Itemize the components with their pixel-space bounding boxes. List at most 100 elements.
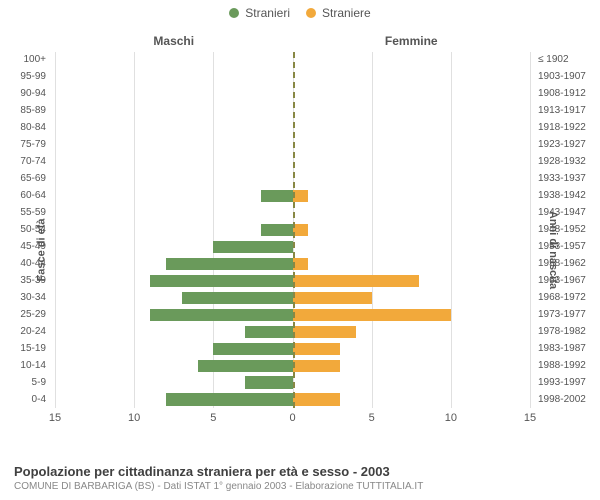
header-females: Femmine: [293, 34, 531, 48]
y-tick-age: 5-9: [32, 377, 46, 388]
bar-male: [261, 190, 293, 202]
pyramid-row: [55, 391, 530, 408]
y-tick-age: 55-59: [20, 207, 46, 218]
pyramid-row: [55, 374, 530, 391]
bar-male: [166, 258, 293, 270]
bar-male: [166, 393, 293, 405]
bar-male: [150, 309, 293, 321]
pyramid-row: [55, 340, 530, 357]
y-tick-birth: 1953-1957: [538, 241, 586, 252]
pyramid-row: [55, 272, 530, 289]
pyramid-row: [55, 188, 530, 205]
y-tick-labels-left: 100+ 95-99 90-94 85-89 80-84 75-79 70-74 65-69 6…: [0, 30, 50, 430]
footer: Popolazione per cittadinanza straniera p…: [14, 464, 586, 492]
legend-label-male: Stranieri: [245, 6, 290, 20]
grid-line: [530, 52, 531, 408]
y-tick-age: 30-34: [20, 292, 46, 303]
y-tick-birth: 1928-1932: [538, 156, 586, 167]
pyramid-row: [55, 120, 530, 137]
y-tick-age: 15-19: [20, 343, 46, 354]
pyramid-row: [55, 205, 530, 222]
y-tick-age: 60-64: [20, 190, 46, 201]
y-tick-birth: 1973-1977: [538, 309, 586, 320]
y-tick-birth: 1948-1952: [538, 224, 586, 235]
bar-male: [213, 343, 292, 355]
bar-female: [293, 292, 372, 304]
y-tick-birth: 1958-1962: [538, 258, 586, 269]
pyramid-row: [55, 238, 530, 255]
bar-female: [293, 393, 341, 405]
y-tick-age: 80-84: [20, 122, 46, 133]
legend-item-female: Straniere: [306, 6, 371, 20]
y-tick-birth: 1988-1992: [538, 360, 586, 371]
legend-swatch-male: [229, 8, 239, 18]
bar-male: [150, 275, 293, 287]
y-tick-birth: 1963-1967: [538, 275, 586, 286]
y-tick-age: 95-99: [20, 71, 46, 82]
pyramid-row: [55, 103, 530, 120]
legend-label-female: Straniere: [322, 6, 371, 20]
plot-area: Maschi Femmine 15105051015: [55, 30, 530, 430]
x-tick-label: 5: [369, 412, 375, 424]
pyramid-row: [55, 323, 530, 340]
bar-male: [182, 292, 293, 304]
bar-female: [293, 326, 356, 338]
y-tick-birth: 1908-1912: [538, 88, 586, 99]
y-tick-birth: 1998-2002: [538, 394, 586, 405]
y-tick-birth: 1913-1917: [538, 105, 586, 116]
y-tick-age: 0-4: [32, 394, 46, 405]
bar-female: [293, 360, 341, 372]
chart-subtitle: COMUNE DI BARBARIGA (BS) - Dati ISTAT 1°…: [14, 481, 586, 492]
y-tick-birth: 1938-1942: [538, 190, 586, 201]
pyramid-row: [55, 255, 530, 272]
y-tick-age: 25-29: [20, 309, 46, 320]
x-tick-label: 10: [445, 412, 457, 424]
bar-female: [293, 190, 309, 202]
y-tick-age: 20-24: [20, 326, 46, 337]
pyramid-row: [55, 222, 530, 239]
legend-swatch-female: [306, 8, 316, 18]
pyramid-row: [55, 171, 530, 188]
y-tick-age: 70-74: [20, 156, 46, 167]
y-tick-age: 100+: [23, 54, 46, 65]
legend: Stranieri Straniere: [0, 6, 600, 20]
chart-root: Stranieri Straniere Fasce di età Anni di…: [0, 0, 600, 500]
y-tick-birth: ≤ 1902: [538, 54, 569, 65]
bar-female: [293, 224, 309, 236]
pyramid-row: [55, 52, 530, 69]
x-tick-label: 10: [128, 412, 140, 424]
bar-male: [198, 360, 293, 372]
x-tick-labels: 15105051015: [55, 412, 530, 426]
y-tick-age: 35-39: [20, 275, 46, 286]
y-tick-age: 75-79: [20, 139, 46, 150]
x-tick-label: 0: [289, 412, 295, 424]
pyramid-row: [55, 86, 530, 103]
y-tick-age: 50-54: [20, 224, 46, 235]
bar-male: [261, 224, 293, 236]
pyramid-row: [55, 289, 530, 306]
bar-female: [293, 275, 420, 287]
y-tick-age: 10-14: [20, 360, 46, 371]
pyramid-row: [55, 137, 530, 154]
y-tick-birth: 1918-1922: [538, 122, 586, 133]
y-tick-age: 65-69: [20, 173, 46, 184]
y-tick-birth: 1983-1987: [538, 343, 586, 354]
bar-rows: [55, 52, 530, 408]
y-tick-age: 40-44: [20, 258, 46, 269]
y-tick-age: 45-49: [20, 241, 46, 252]
legend-item-male: Stranieri: [229, 6, 290, 20]
y-tick-birth: 1993-1997: [538, 377, 586, 388]
bar-male: [245, 376, 293, 388]
bar-female: [293, 258, 309, 270]
y-tick-age: 90-94: [20, 88, 46, 99]
y-tick-birth: 1923-1927: [538, 139, 586, 150]
y-tick-age: 85-89: [20, 105, 46, 116]
pyramid-row: [55, 69, 530, 86]
y-tick-birth: 1903-1907: [538, 71, 586, 82]
y-tick-birth: 1943-1947: [538, 207, 586, 218]
y-tick-birth: 1978-1982: [538, 326, 586, 337]
bar-male: [213, 241, 292, 253]
header-males: Maschi: [55, 34, 293, 48]
y-tick-birth: 1933-1937: [538, 173, 586, 184]
pyramid-row: [55, 357, 530, 374]
